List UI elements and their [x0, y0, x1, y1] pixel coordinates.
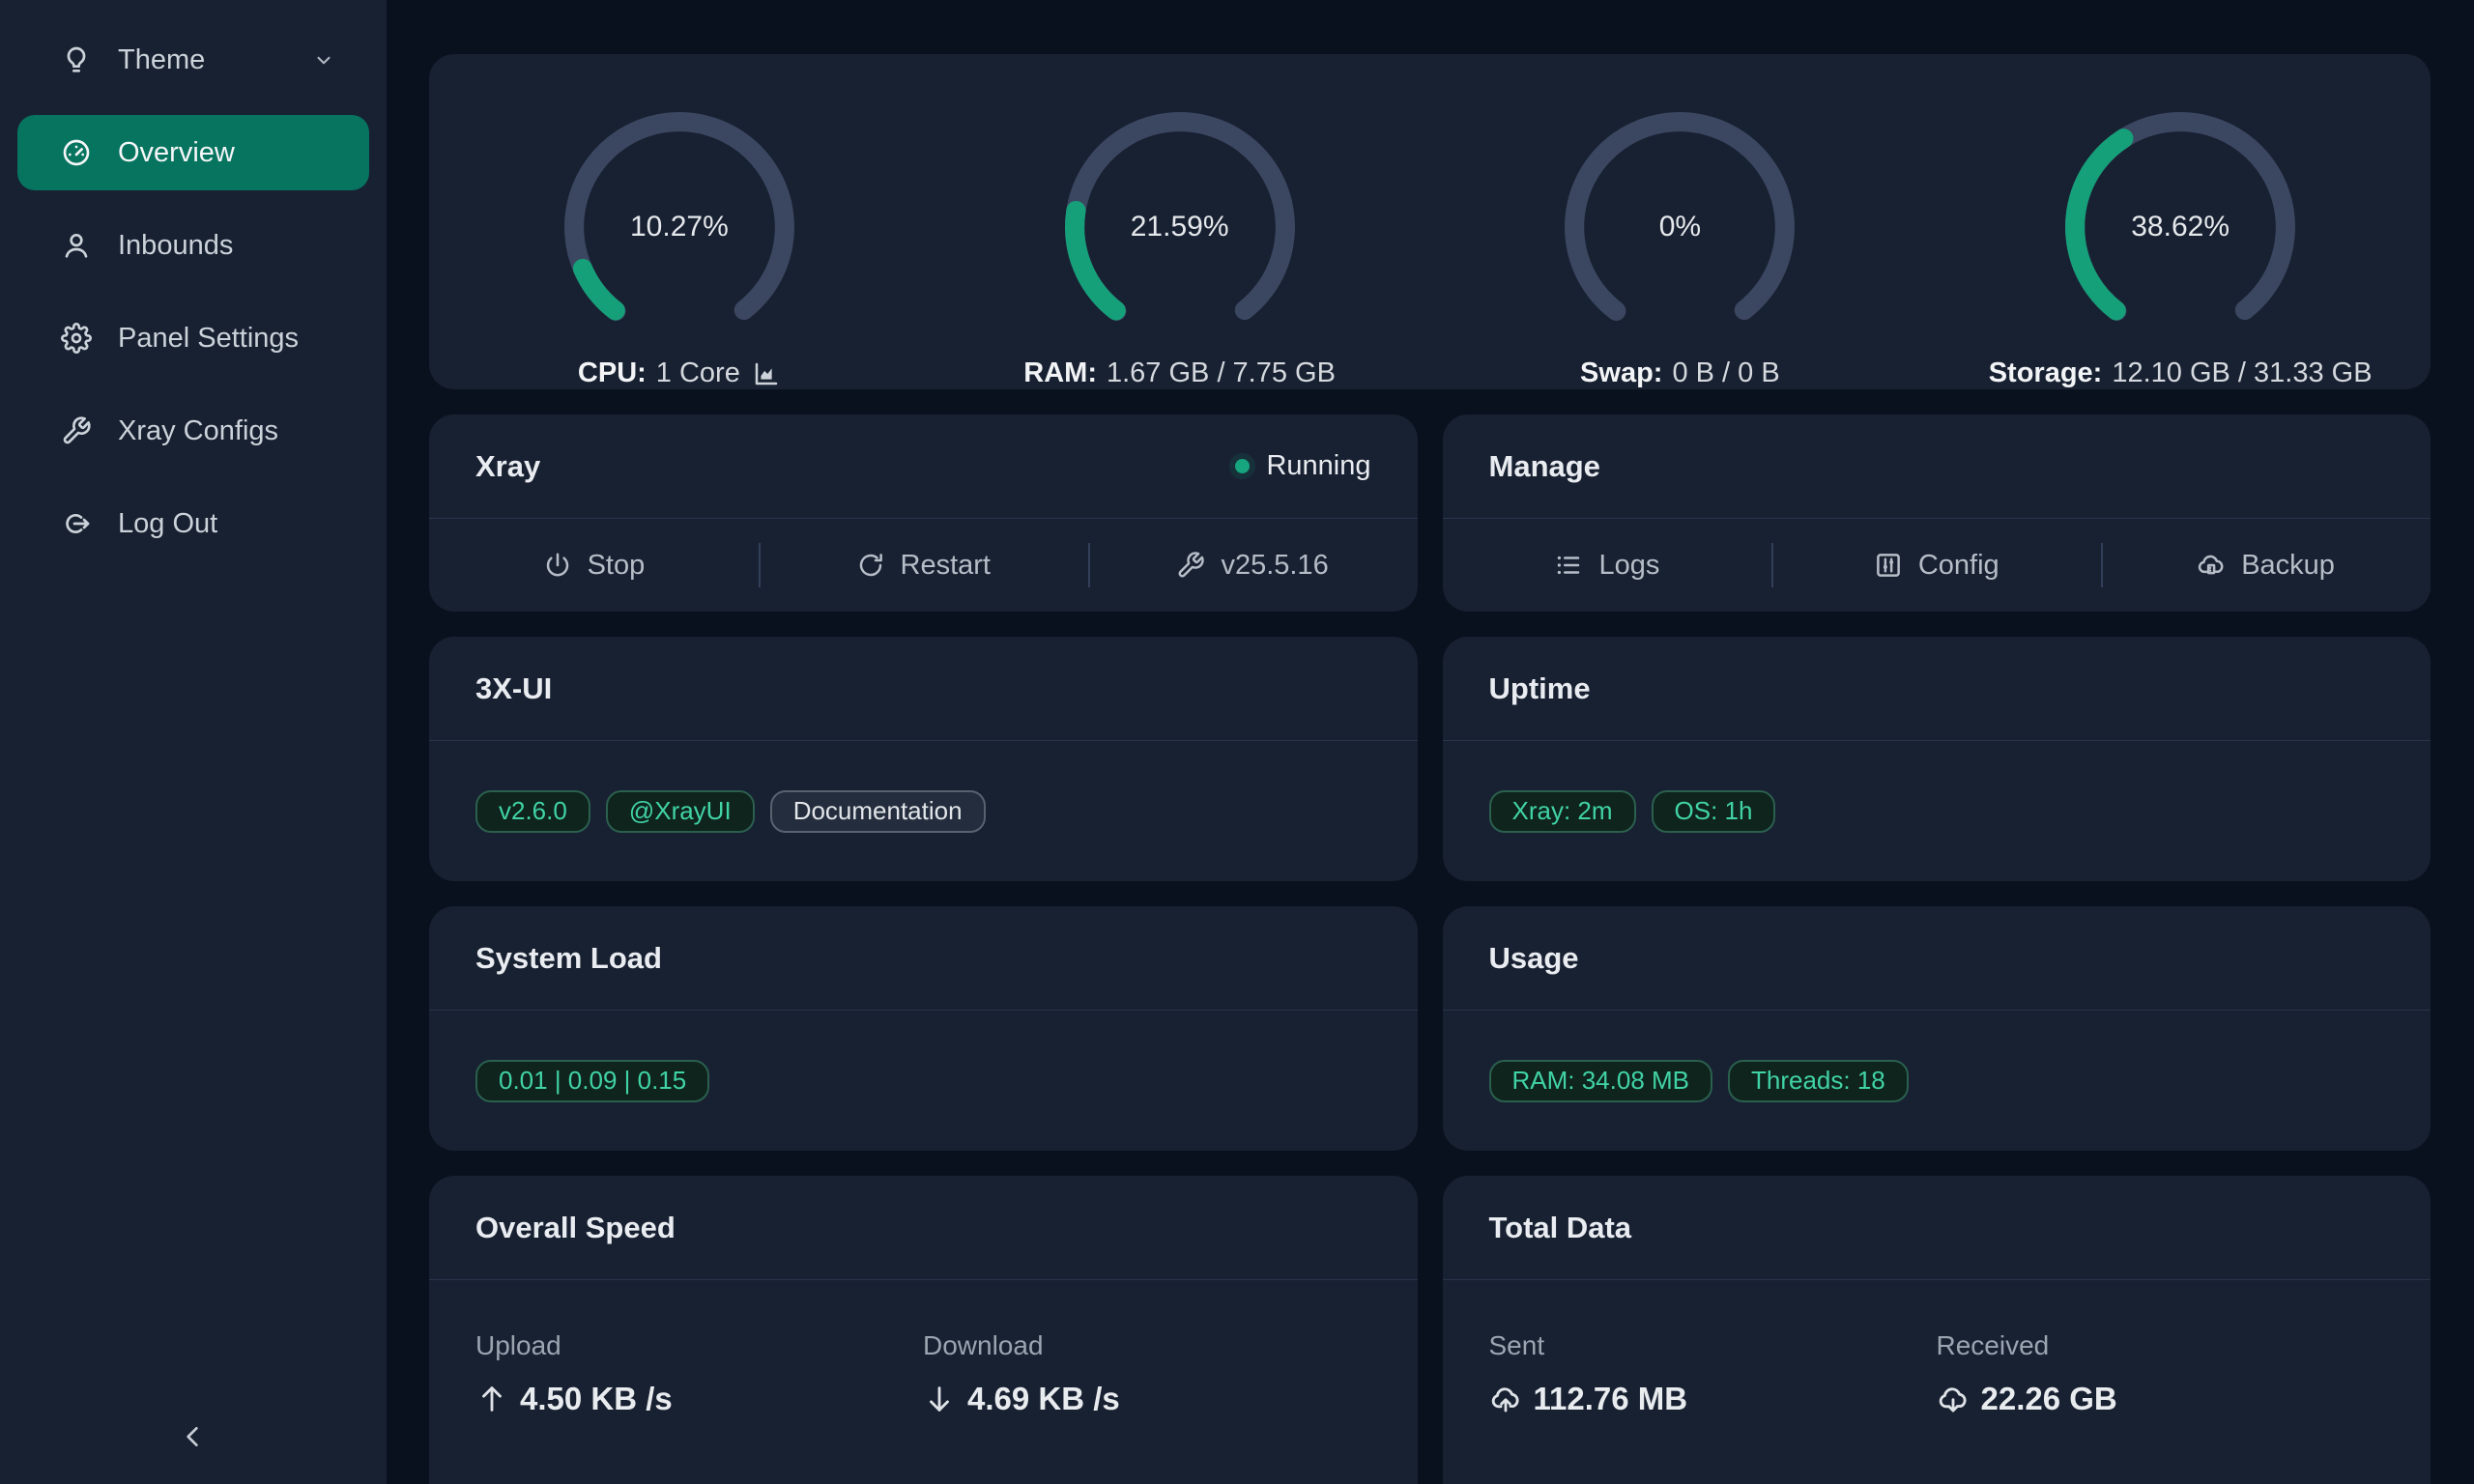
usage-card-title: Usage	[1488, 940, 1579, 975]
xui-card: 3X-UI v2.6.0 @XrayUI Documentation	[429, 637, 1418, 881]
chevron-down-icon	[311, 47, 336, 72]
load-average-tag: 0.01 | 0.09 | 0.15	[475, 1059, 710, 1102]
uptime-card: Uptime Xray: 2m OS: 1h	[1442, 637, 2431, 881]
telegram-tag[interactable]: @XrayUI	[605, 789, 755, 833]
chevron-left-icon	[187, 1427, 198, 1446]
power-icon	[546, 553, 568, 577]
gear-icon	[61, 323, 92, 354]
system-load-card: System Load 0.01 | 0.09 | 0.15	[429, 906, 1418, 1151]
control-icon	[1876, 554, 1900, 577]
total-data-card-title: Total Data	[1488, 1210, 1632, 1244]
dashboard-icon	[61, 137, 92, 168]
sent-metric: Sent 112.76 MB	[1489, 1330, 1937, 1484]
download-label: Download	[923, 1330, 1044, 1360]
list-icon	[1558, 556, 1580, 575]
upload-label: Upload	[475, 1330, 561, 1360]
sidebar-item-label: Theme	[118, 43, 206, 75]
main-content: 10.27% CPU: 1 Core 21.59% RAM:	[387, 0, 2474, 1484]
xray-status-badge: Running	[1235, 450, 1371, 482]
sidebar: Theme Overview Inbounds Panel Settings	[0, 0, 387, 1484]
area-chart-icon[interactable]	[752, 359, 781, 388]
received-metric: Received 22.26 GB	[1937, 1330, 2384, 1484]
sidebar-item-label: Overview	[118, 136, 235, 168]
manage-card-title: Manage	[1488, 448, 1600, 483]
gauge-cpu: 10.27% CPU: 1 Core	[429, 110, 930, 389]
sidebar-item-label: Panel Settings	[118, 322, 300, 354]
system-load-card-title: System Load	[475, 940, 662, 975]
upload-metric: Upload 4.50 KB /s	[475, 1330, 923, 1484]
logs-button[interactable]: Logs	[1443, 519, 1772, 612]
user-icon	[61, 230, 92, 261]
storage-label: Storage: 12.10 GB / 31.33 GB	[1988, 357, 2373, 388]
gauge-storage: 38.62% Storage: 12.10 GB / 31.33 GB	[1930, 110, 2431, 389]
running-status-dot	[1235, 459, 1251, 473]
gauge-ram: 21.59% RAM: 1.67 GB / 7.75 GB	[930, 110, 1430, 389]
cpu-percent: 10.27%	[630, 211, 729, 243]
swap-gauge-arc	[1565, 112, 1796, 342]
download-metric: Download 4.69 KB /s	[923, 1330, 1370, 1484]
manage-card: Manage Logs Config Backup	[1442, 414, 2431, 612]
ram-usage-tag: RAM: 34.08 MB	[1488, 1059, 1713, 1102]
system-stats-card: 10.27% CPU: 1 Core 21.59% RAM:	[429, 54, 2431, 389]
received-label: Received	[1936, 1330, 2050, 1360]
xray-card: Xray Running Stop Restart	[429, 414, 1418, 612]
overall-speed-card-title: Overall Speed	[475, 1210, 676, 1244]
logout-icon	[61, 508, 92, 539]
wrench-icon	[1178, 552, 1205, 578]
sent-value: 112.76 MB	[1533, 1381, 1688, 1416]
cpu-gauge-arc	[563, 112, 794, 342]
xray-uptime-tag: Xray: 2m	[1488, 789, 1636, 833]
arrow-up-icon	[482, 1386, 502, 1412]
documentation-tag[interactable]: Documentation	[769, 789, 986, 833]
total-data-card: Total Data Sent 112.76 MB Received	[1442, 1176, 2431, 1484]
usage-card: Usage RAM: 34.08 MB Threads: 18	[1442, 906, 2431, 1151]
version-tag[interactable]: v2.6.0	[475, 789, 590, 833]
sidebar-item-xray-configs[interactable]: Xray Configs	[17, 393, 369, 469]
os-uptime-tag: OS: 1h	[1651, 789, 1776, 833]
storage-gauge-arc	[2065, 112, 2296, 342]
cloud-server-icon	[2199, 555, 2224, 575]
restart-button[interactable]: Restart	[759, 519, 1088, 612]
sidebar-collapse-button[interactable]	[171, 1414, 216, 1459]
received-value: 22.26 GB	[1980, 1381, 2117, 1416]
cloud-download-icon	[1939, 1387, 1967, 1413]
ram-percent: 21.59%	[1130, 211, 1229, 243]
swap-label: Swap: 0 B / 0 B	[1580, 357, 1780, 388]
ram-gauge-arc	[1064, 112, 1295, 342]
xui-card-title: 3X-UI	[475, 671, 553, 705]
arrow-down-icon	[930, 1386, 949, 1412]
gauge-swap: 0% Swap: 0 B / 0 B	[1430, 110, 1931, 389]
xray-status-text: Running	[1266, 450, 1371, 481]
overall-speed-card: Overall Speed Upload 4.50 KB /s Download	[429, 1176, 1418, 1484]
sidebar-item-label: Inbounds	[118, 229, 234, 261]
sidebar-item-label: Log Out	[118, 507, 218, 539]
upload-value: 4.50 KB /s	[520, 1381, 673, 1416]
xray-version-button[interactable]: v25.5.16	[1088, 519, 1418, 612]
wrench-icon	[61, 415, 92, 446]
swap-percent: 0%	[1658, 211, 1702, 243]
backup-button[interactable]: Backup	[2101, 519, 2431, 612]
sidebar-item-overview[interactable]: Overview	[17, 115, 369, 190]
uptime-card-title: Uptime	[1488, 671, 1591, 705]
sidebar-item-theme[interactable]: Theme	[17, 22, 369, 98]
sent-label: Sent	[1488, 1330, 1545, 1360]
config-button[interactable]: Config	[1771, 519, 2101, 612]
storage-percent: 38.62%	[2131, 211, 2229, 243]
ram-label: RAM: 1.67 GB / 7.75 GB	[1023, 357, 1336, 388]
cpu-label: CPU: 1 Core	[578, 357, 781, 389]
sidebar-item-inbounds[interactable]: Inbounds	[17, 208, 369, 283]
threads-tag: Threads: 18	[1728, 1059, 1909, 1102]
download-value: 4.69 KB /s	[967, 1381, 1120, 1416]
sidebar-item-panel-settings[interactable]: Panel Settings	[17, 300, 369, 376]
sidebar-item-log-out[interactable]: Log Out	[17, 486, 369, 561]
xray-card-title: Xray	[475, 448, 541, 483]
stop-button[interactable]: Stop	[429, 519, 759, 612]
sidebar-item-label: Xray Configs	[118, 414, 279, 446]
bulb-icon	[61, 44, 92, 75]
cloud-upload-icon	[1491, 1387, 1519, 1413]
reload-icon	[859, 554, 882, 577]
